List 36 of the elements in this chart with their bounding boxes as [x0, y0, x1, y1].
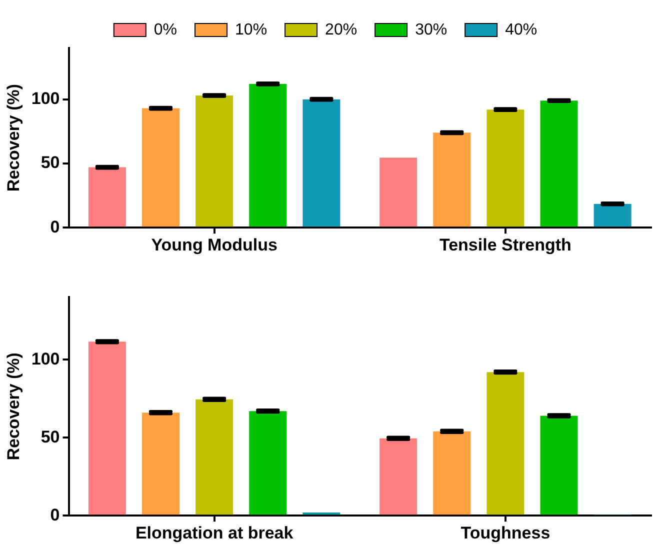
bar [433, 431, 471, 515]
y-tick-label: 0 [50, 505, 60, 524]
bar [249, 84, 287, 227]
bar [540, 416, 578, 515]
legend-label: 40% [505, 21, 538, 38]
bar [486, 372, 524, 515]
y-tick-label: 50 [40, 427, 60, 446]
bar [433, 132, 471, 227]
y-tick-label: 50 [40, 153, 60, 172]
bar [88, 342, 126, 515]
bar [142, 412, 180, 515]
bar [302, 512, 340, 515]
bar [196, 95, 234, 227]
bar [380, 158, 418, 227]
y-tick-label: 100 [31, 89, 60, 108]
y-axis-title: Recovery (%) [4, 84, 23, 192]
legend-label: 10% [235, 21, 268, 38]
bar [540, 100, 578, 227]
legend-label: 0% [154, 21, 178, 38]
x-tick-label: Elongation at break [135, 523, 294, 542]
bar [486, 110, 524, 227]
legend-label: 20% [325, 21, 358, 38]
legend-label: 30% [415, 21, 448, 38]
y-tick-label: 100 [31, 349, 60, 368]
bar [142, 108, 180, 227]
x-tick-label: Tensile Strength [439, 235, 572, 254]
bar [196, 399, 234, 515]
bar [88, 167, 126, 227]
y-axis-title: Recovery (%) [4, 352, 23, 460]
x-tick-label: Young Modulus [151, 235, 278, 254]
bar [594, 204, 632, 227]
y-tick-label: 0 [50, 217, 60, 236]
bar [249, 411, 287, 515]
bar [302, 99, 340, 227]
x-tick-label: Toughness [460, 523, 550, 542]
bar [380, 438, 418, 515]
